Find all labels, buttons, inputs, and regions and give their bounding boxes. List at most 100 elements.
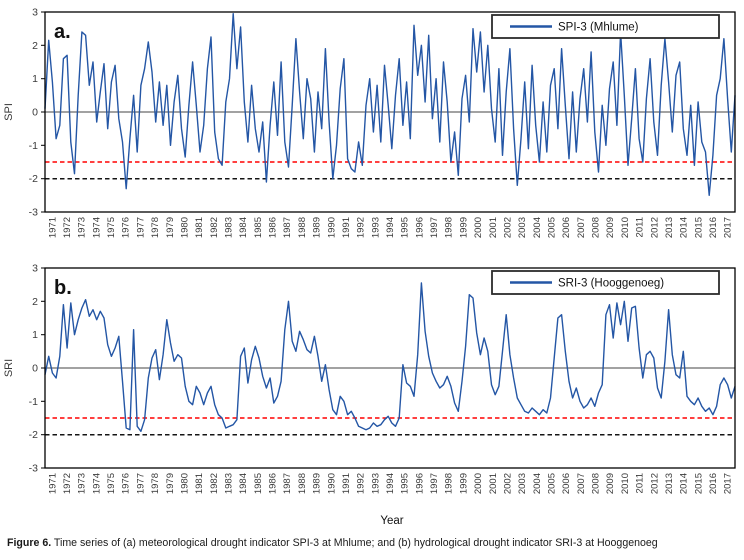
x-tick-label-2007: 2007 (576, 473, 587, 494)
x-tick-label-1998: 1998 (444, 473, 455, 494)
x-tick-label-2006: 2006 (561, 217, 572, 238)
y-tick-label: -2 (29, 173, 38, 185)
x-tick-label-2017: 2017 (723, 217, 734, 238)
x-tick-label-1992: 1992 (356, 473, 367, 494)
plot-border (44, 267, 736, 469)
x-tick-label-2005: 2005 (547, 217, 558, 238)
x-tick-label-1998: 1998 (444, 217, 455, 238)
x-tick-label-1981: 1981 (194, 217, 205, 238)
x-tick-label-2009: 2009 (605, 217, 616, 238)
legend: SRI-3 (Hooggenoeg) (491, 270, 720, 295)
x-tick-label-1983: 1983 (224, 473, 235, 494)
x-tick-label-1999: 1999 (458, 473, 469, 494)
x-tick-label-2012: 2012 (649, 473, 660, 494)
x-tick-label-1997: 1997 (429, 473, 440, 494)
x-tick-label-2010: 2010 (620, 217, 631, 238)
legend-box (491, 14, 720, 39)
x-tick-label-1993: 1993 (370, 473, 381, 494)
caption-text: Time series of (a) meteorological drough… (51, 537, 658, 549)
x-tick-label-2005: 2005 (547, 473, 558, 494)
legend-label: SRI-3 (Hooggenoeg) (558, 278, 664, 290)
y-tick-label: 0 (32, 363, 38, 375)
x-tick-label-1973: 1973 (77, 473, 88, 494)
panel-label: b. (54, 277, 72, 299)
x-tick-label-2004: 2004 (532, 473, 543, 494)
y-tick-label: 3 (32, 263, 38, 275)
x-tick-label-2015: 2015 (693, 217, 704, 238)
y-tick-label: 1 (32, 329, 38, 341)
x-tick-label-2011: 2011 (635, 473, 646, 493)
x-tick-label-2016: 2016 (708, 217, 719, 238)
x-tick-label-1985: 1985 (253, 217, 264, 238)
y-tick-label: -1 (29, 396, 38, 408)
x-tick-label-1978: 1978 (150, 473, 161, 494)
x-tick-label-2004: 2004 (532, 217, 543, 238)
x-tick-label-1978: 1978 (150, 217, 161, 238)
x-tick-label-2000: 2000 (473, 217, 484, 238)
x-tick-label-1975: 1975 (106, 217, 117, 238)
x-axis-title: Year (380, 515, 403, 527)
x-tick-label-1996: 1996 (414, 473, 425, 494)
x-tick-label-1972: 1972 (62, 473, 73, 494)
x-tick-label-1994: 1994 (385, 217, 396, 238)
x-tick-label-2009: 2009 (605, 473, 616, 494)
spi-time-series-chart: 3 2 1 0 -1 -2 -3 1971 1972 1973 1974 1975 1976 1977 19… (3, 7, 736, 238)
legend-box (491, 270, 720, 295)
x-tick-label-1971: 1971 (47, 473, 58, 494)
y-tick-label: 1 (32, 73, 38, 85)
x-tick-label-1974: 1974 (91, 217, 102, 238)
x-tick-label-2007: 2007 (576, 217, 587, 238)
legend: SPI-3 (Mhlume) (491, 14, 720, 39)
plot-border (44, 11, 736, 213)
x-tick-label-1995: 1995 (400, 217, 411, 238)
x-tick-label-2008: 2008 (591, 217, 602, 238)
x-tick-label-1972: 1972 (62, 217, 73, 238)
x-tick-label-1999: 1999 (458, 217, 469, 238)
x-tick-label-1986: 1986 (268, 473, 279, 494)
x-tick-label-1997: 1997 (429, 217, 440, 238)
series-line-sri (44, 282, 736, 433)
y-tick-label: 3 (32, 7, 38, 19)
x-tick-label-2016: 2016 (708, 473, 719, 494)
figure-caption: Figure 6. Time series of (a) meteorologi… (7, 537, 739, 550)
caption-label: Figure 6. (7, 537, 52, 549)
x-tick-label-2006: 2006 (561, 473, 572, 494)
x-tick-label-1988: 1988 (297, 473, 308, 494)
x-tick-label-2003: 2003 (517, 473, 528, 494)
x-tick-label-2015: 2015 (693, 473, 704, 494)
x-tick-label-1974: 1974 (91, 473, 102, 494)
x-tick-label-2013: 2013 (664, 217, 675, 238)
x-tick-label-1982: 1982 (209, 217, 220, 238)
x-tick-label-1994: 1994 (385, 473, 396, 494)
x-tick-label-1985: 1985 (253, 473, 264, 494)
sri-time-series-chart: 3 2 1 0 -1 -2 -3 1971 1972 1973 1974 1975 1976 1977 19… (3, 263, 736, 527)
x-tick-label-2003: 2003 (517, 217, 528, 238)
x-tick-label-2008: 2008 (591, 473, 602, 494)
x-tick-label-1986: 1986 (268, 217, 279, 238)
panel-label: a. (54, 21, 71, 43)
x-tick-label-1979: 1979 (165, 473, 176, 494)
x-tick-label-1976: 1976 (121, 217, 132, 238)
x-tick-label-1983: 1983 (224, 217, 235, 238)
x-tick-label-1992: 1992 (356, 217, 367, 238)
x-tick-label-1973: 1973 (77, 217, 88, 238)
y-axis-title: SPI (3, 103, 15, 121)
x-tick-label-1984: 1984 (238, 217, 249, 238)
x-tick-label-2014: 2014 (679, 473, 690, 494)
x-tick-label-1977: 1977 (135, 217, 146, 238)
x-tick-label-2011: 2011 (635, 217, 646, 237)
x-tick-label-2012: 2012 (649, 217, 660, 238)
x-tick-label-2000: 2000 (473, 473, 484, 494)
y-axis-title: SRI (3, 359, 15, 377)
x-tick-label-1996: 1996 (414, 217, 425, 238)
x-tick-label-1980: 1980 (180, 217, 191, 238)
x-tick-label-2014: 2014 (679, 217, 690, 238)
x-tick-label-1982: 1982 (209, 473, 220, 494)
x-tick-label-1971: 1971 (47, 217, 58, 238)
x-tick-label-2017: 2017 (723, 473, 734, 494)
x-tick-label-1995: 1995 (400, 473, 411, 494)
x-tick-label-1987: 1987 (282, 473, 293, 494)
x-tick-label-1981: 1981 (194, 473, 205, 494)
x-tick-label-2002: 2002 (502, 217, 513, 238)
